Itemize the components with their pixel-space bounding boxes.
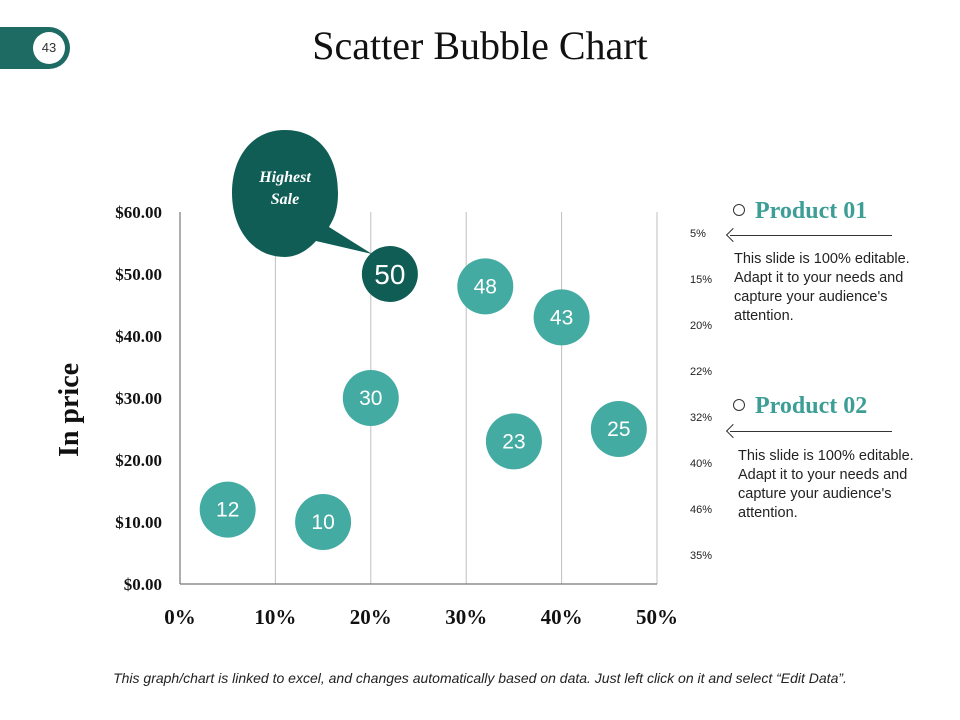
data-bubble	[199, 481, 256, 538]
x-tick-label: 30%	[445, 605, 487, 629]
x-tick-label: 40%	[541, 605, 583, 629]
side-percent-label: 32%	[690, 412, 713, 424]
y-tick-label: $0.00	[124, 575, 162, 594]
data-bubble	[457, 258, 514, 315]
side-percent-label: 5%	[690, 228, 706, 240]
bubble-value-label: 48	[474, 275, 497, 298]
product-01-arrow	[725, 227, 892, 243]
y-tick-label: $20.00	[115, 451, 162, 470]
x-tick-label: 0%	[164, 605, 196, 629]
data-bubble	[295, 494, 352, 550]
callout-line-2: Sale	[271, 191, 299, 208]
y-tick-label: $10.00	[115, 513, 162, 532]
bubble-value-label: 43	[550, 306, 573, 329]
bubble-value-label: 30	[359, 387, 382, 410]
y-tick-label: $50.00	[115, 265, 162, 284]
bubble-value-label: 23	[502, 430, 525, 453]
bubble-value-label: 25	[607, 418, 630, 441]
product-01-heading: Product 01	[733, 198, 867, 225]
side-percent-label: 22%	[690, 366, 713, 378]
data-bubble	[533, 289, 590, 346]
product-02-arrow	[725, 423, 892, 439]
y-tick-label: $30.00	[115, 389, 162, 408]
y-tick-label: $60.00	[115, 203, 162, 222]
data-bubble	[485, 413, 542, 470]
callout-line-1: Highest	[258, 169, 311, 186]
side-percent-label: 40%	[690, 458, 713, 470]
side-percent-label: 15%	[690, 274, 713, 286]
side-percent-label: 20%	[690, 320, 713, 332]
bubble-value-label: 12	[216, 499, 239, 522]
y-axis-label: In price	[54, 363, 85, 457]
footer-note: This graph/chart is linked to excel, and…	[113, 670, 847, 686]
x-tick-label: 50%	[636, 605, 678, 629]
slide-title: Scatter Bubble Chart	[312, 23, 648, 68]
circle-bullet-icon	[733, 399, 745, 412]
data-bubble	[590, 401, 647, 457]
highest-sale-callout-bubble	[232, 130, 372, 257]
bubble-value-label: 50	[374, 259, 405, 290]
side-percent-label: 46%	[690, 504, 713, 516]
y-tick-label: $40.00	[115, 327, 162, 346]
product-02-description: This slide is 100% editable. Adapt it to…	[738, 448, 914, 521]
page-number-badge: 43	[33, 32, 65, 64]
product-02-heading: Product 02	[733, 393, 867, 420]
product-01-name: Product 01	[755, 198, 868, 224]
bubble-value-label: 10	[311, 511, 334, 534]
side-percent-label: 35%	[690, 550, 713, 562]
data-bubble	[342, 370, 399, 426]
product-01-description: This slide is 100% editable. Adapt it to…	[734, 251, 910, 324]
x-tick-label: 20%	[350, 605, 392, 629]
circle-bullet-icon	[733, 204, 745, 217]
x-tick-label: 10%	[254, 605, 296, 629]
data-bubble	[361, 246, 418, 302]
product-02-name: Product 02	[755, 393, 868, 419]
